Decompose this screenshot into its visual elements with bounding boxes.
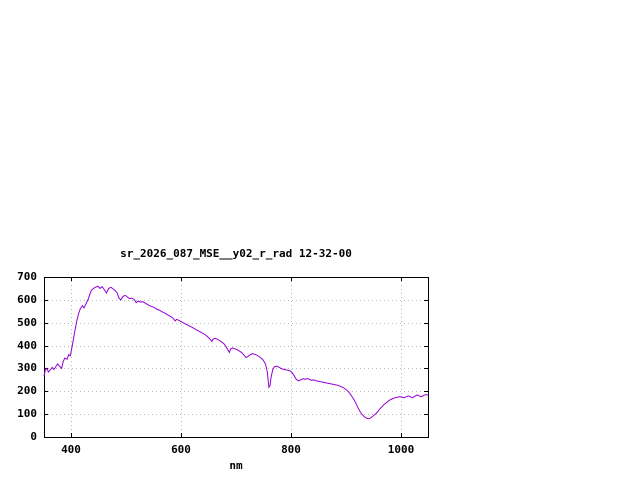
y-tick-label: 400 [17,339,37,352]
y-tick-label: 200 [17,384,37,397]
x-tick-label: 400 [61,443,81,456]
y-tick-label: 100 [17,407,37,420]
x-tick-label: 800 [281,443,301,456]
y-tick-label: 600 [17,293,37,306]
x-axis-label: nm [229,459,243,472]
plot-border [44,277,429,438]
spectrum-line [43,285,429,420]
y-tick-label: 0 [30,430,37,443]
y-tick-label: 500 [17,316,37,329]
chart-title: sr_2026_087_MSE__y02_r_rad 12-32-00 [120,247,352,260]
y-tick-label: 700 [17,270,37,283]
x-tick-label: 600 [171,443,191,456]
y-tick-label: 300 [17,361,37,374]
x-tick-label: 1000 [387,443,415,456]
